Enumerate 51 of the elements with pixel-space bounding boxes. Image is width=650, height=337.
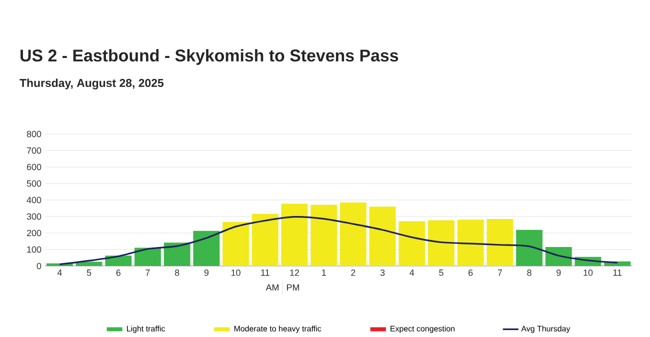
x-tick-label: 6 [116,270,120,276]
x-tick-label: 6 [468,270,473,276]
bar [164,242,190,266]
x-tick-label: 9 [204,270,208,276]
x-tick-label: 7 [146,270,150,276]
bar [105,256,132,266]
x-tick-label: 5 [86,270,92,276]
bar [134,248,161,266]
text: AM [266,284,278,291]
x-tick-label: 5 [439,270,444,276]
text: PM [286,284,299,291]
bar [516,230,542,266]
x-tick-label: 4 [410,270,414,276]
y-tick-label: 100 [27,246,42,253]
y-tick-label: 300 [26,213,42,220]
x-tick-label: 3 [380,270,385,276]
y-tick-label: 400 [26,196,42,204]
x-tick-label: 11 [261,270,270,276]
bar [340,202,366,266]
chart-subtitle: Thursday, August 28, 2025 [20,78,164,90]
x-tick-label: 7 [498,270,502,276]
bar [281,204,308,266]
bar [398,221,426,266]
bar [428,220,454,266]
bar [222,222,249,266]
x-tick-label: 1 [322,270,326,276]
y-tick-label: 700 [26,147,42,154]
bar [252,214,278,266]
y-tick-label: 500 [26,180,42,187]
x-tick-label: 2 [351,270,356,276]
x-tick-label: 10 [231,270,240,276]
bar [76,262,102,266]
x-tick-label: 11 [613,270,622,276]
line-series [58,216,618,266]
bar [545,247,572,266]
y-tick-label: 800 [26,130,42,138]
chart-title: US 2 - Eastbound - Skykomish to Stevens Pass [20,49,398,65]
x-tick-label: 4 [57,270,62,276]
x-tick-label: 12 [290,270,300,276]
x-tick-label: 8 [174,270,180,276]
bar [193,230,220,266]
y-tick-label: 600 [26,164,42,170]
bar [369,206,396,266]
x-tick-label: 9 [556,270,561,276]
bar [310,204,338,266]
y-tick-label: 0 [36,262,42,270]
y-tick-label: 200 [26,230,42,236]
bar [486,218,514,266]
x-tick-label: 10 [584,270,593,276]
bar [457,220,484,266]
x-tick-label: 8 [527,270,532,276]
